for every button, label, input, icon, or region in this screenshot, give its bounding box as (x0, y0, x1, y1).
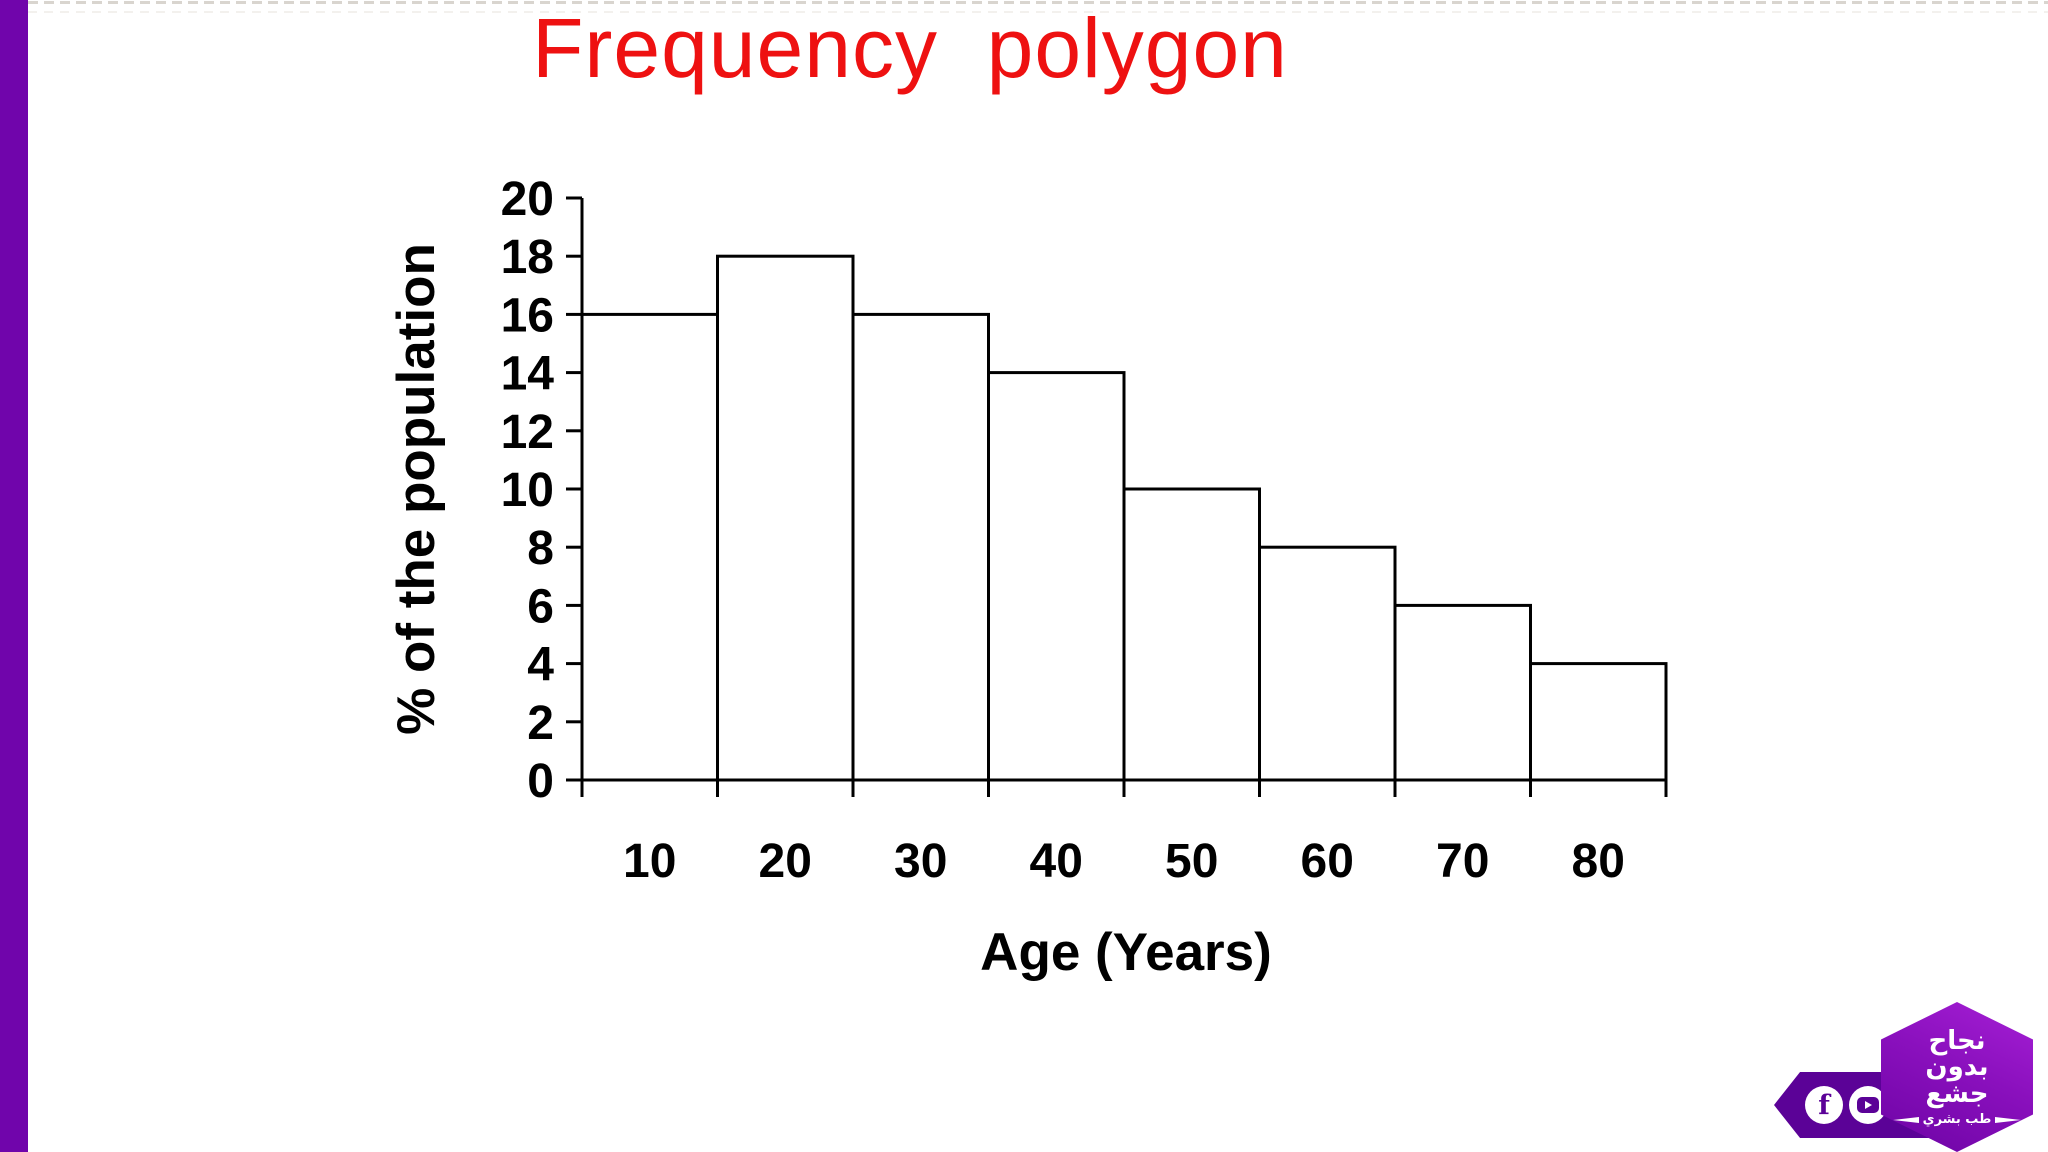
y-tick-label: 8 (527, 522, 554, 575)
y-tick-label: 14 (501, 348, 555, 401)
x-tick-label: 30 (894, 835, 947, 888)
histogram-bar (716, 254, 855, 782)
top-dashed-border-faint (28, 11, 2048, 13)
y-tick-label: 16 (501, 289, 554, 342)
x-tick-label: 60 (1301, 835, 1354, 888)
youtube-box (1857, 1097, 1879, 1113)
slide-title: Frequency polygon (532, 1, 1288, 95)
top-dashed-border (28, 1, 2048, 4)
logo-tagline: طب بشري (1922, 1112, 1992, 1128)
youtube-icon (1849, 1086, 1887, 1124)
histogram-bar (1393, 603, 1532, 782)
y-tick-label: 10 (501, 464, 554, 517)
x-tick-label: 10 (623, 835, 676, 888)
x-axis-title: Age (Years) (980, 923, 1272, 982)
histogram-bar (1529, 662, 1668, 782)
left-accent-bar (0, 0, 28, 1152)
logo-tagline-row: طب بشري (1892, 1112, 2022, 1128)
logo-hexagon: نجاح بدون جشع طب بشري (1881, 1002, 2033, 1152)
x-tick-label: 80 (1572, 835, 1625, 888)
facebook-icon: f (1805, 1086, 1843, 1124)
histogram-bar (1258, 545, 1397, 782)
y-tick-label: 20 (501, 173, 554, 226)
y-tick-label: 0 (527, 755, 554, 808)
logo-text-line: جشع (1925, 1078, 1989, 1109)
left-arrow-icon (1892, 1116, 1919, 1123)
channel-logo: f نجاح بدون جشع طب بشري (1770, 1000, 2048, 1152)
y-tick-label: 18 (501, 231, 554, 284)
histogram-bar (580, 312, 719, 782)
logo-text-line: نجاح (1928, 1025, 1986, 1056)
histogram-bar (987, 371, 1126, 782)
y-tick-label: 6 (527, 580, 554, 633)
x-tick-label: 50 (1165, 835, 1218, 888)
x-tick-label: 70 (1436, 835, 1489, 888)
y-axis-title: % of the population (387, 243, 446, 735)
y-tick-label: 4 (527, 639, 554, 692)
x-tick-label: 40 (1030, 835, 1083, 888)
y-tick-label: 2 (527, 697, 554, 750)
histogram-bar (1122, 487, 1261, 782)
histogram-bar (851, 312, 990, 782)
y-tick-label: 12 (501, 406, 554, 459)
youtube-play-triangle (1864, 1101, 1872, 1109)
x-tick-label: 20 (759, 835, 812, 888)
facebook-f-glyph: f (1818, 1089, 1830, 1121)
logo-text-line: بدون (1925, 1052, 1989, 1083)
right-arrow-icon (1995, 1116, 2022, 1123)
